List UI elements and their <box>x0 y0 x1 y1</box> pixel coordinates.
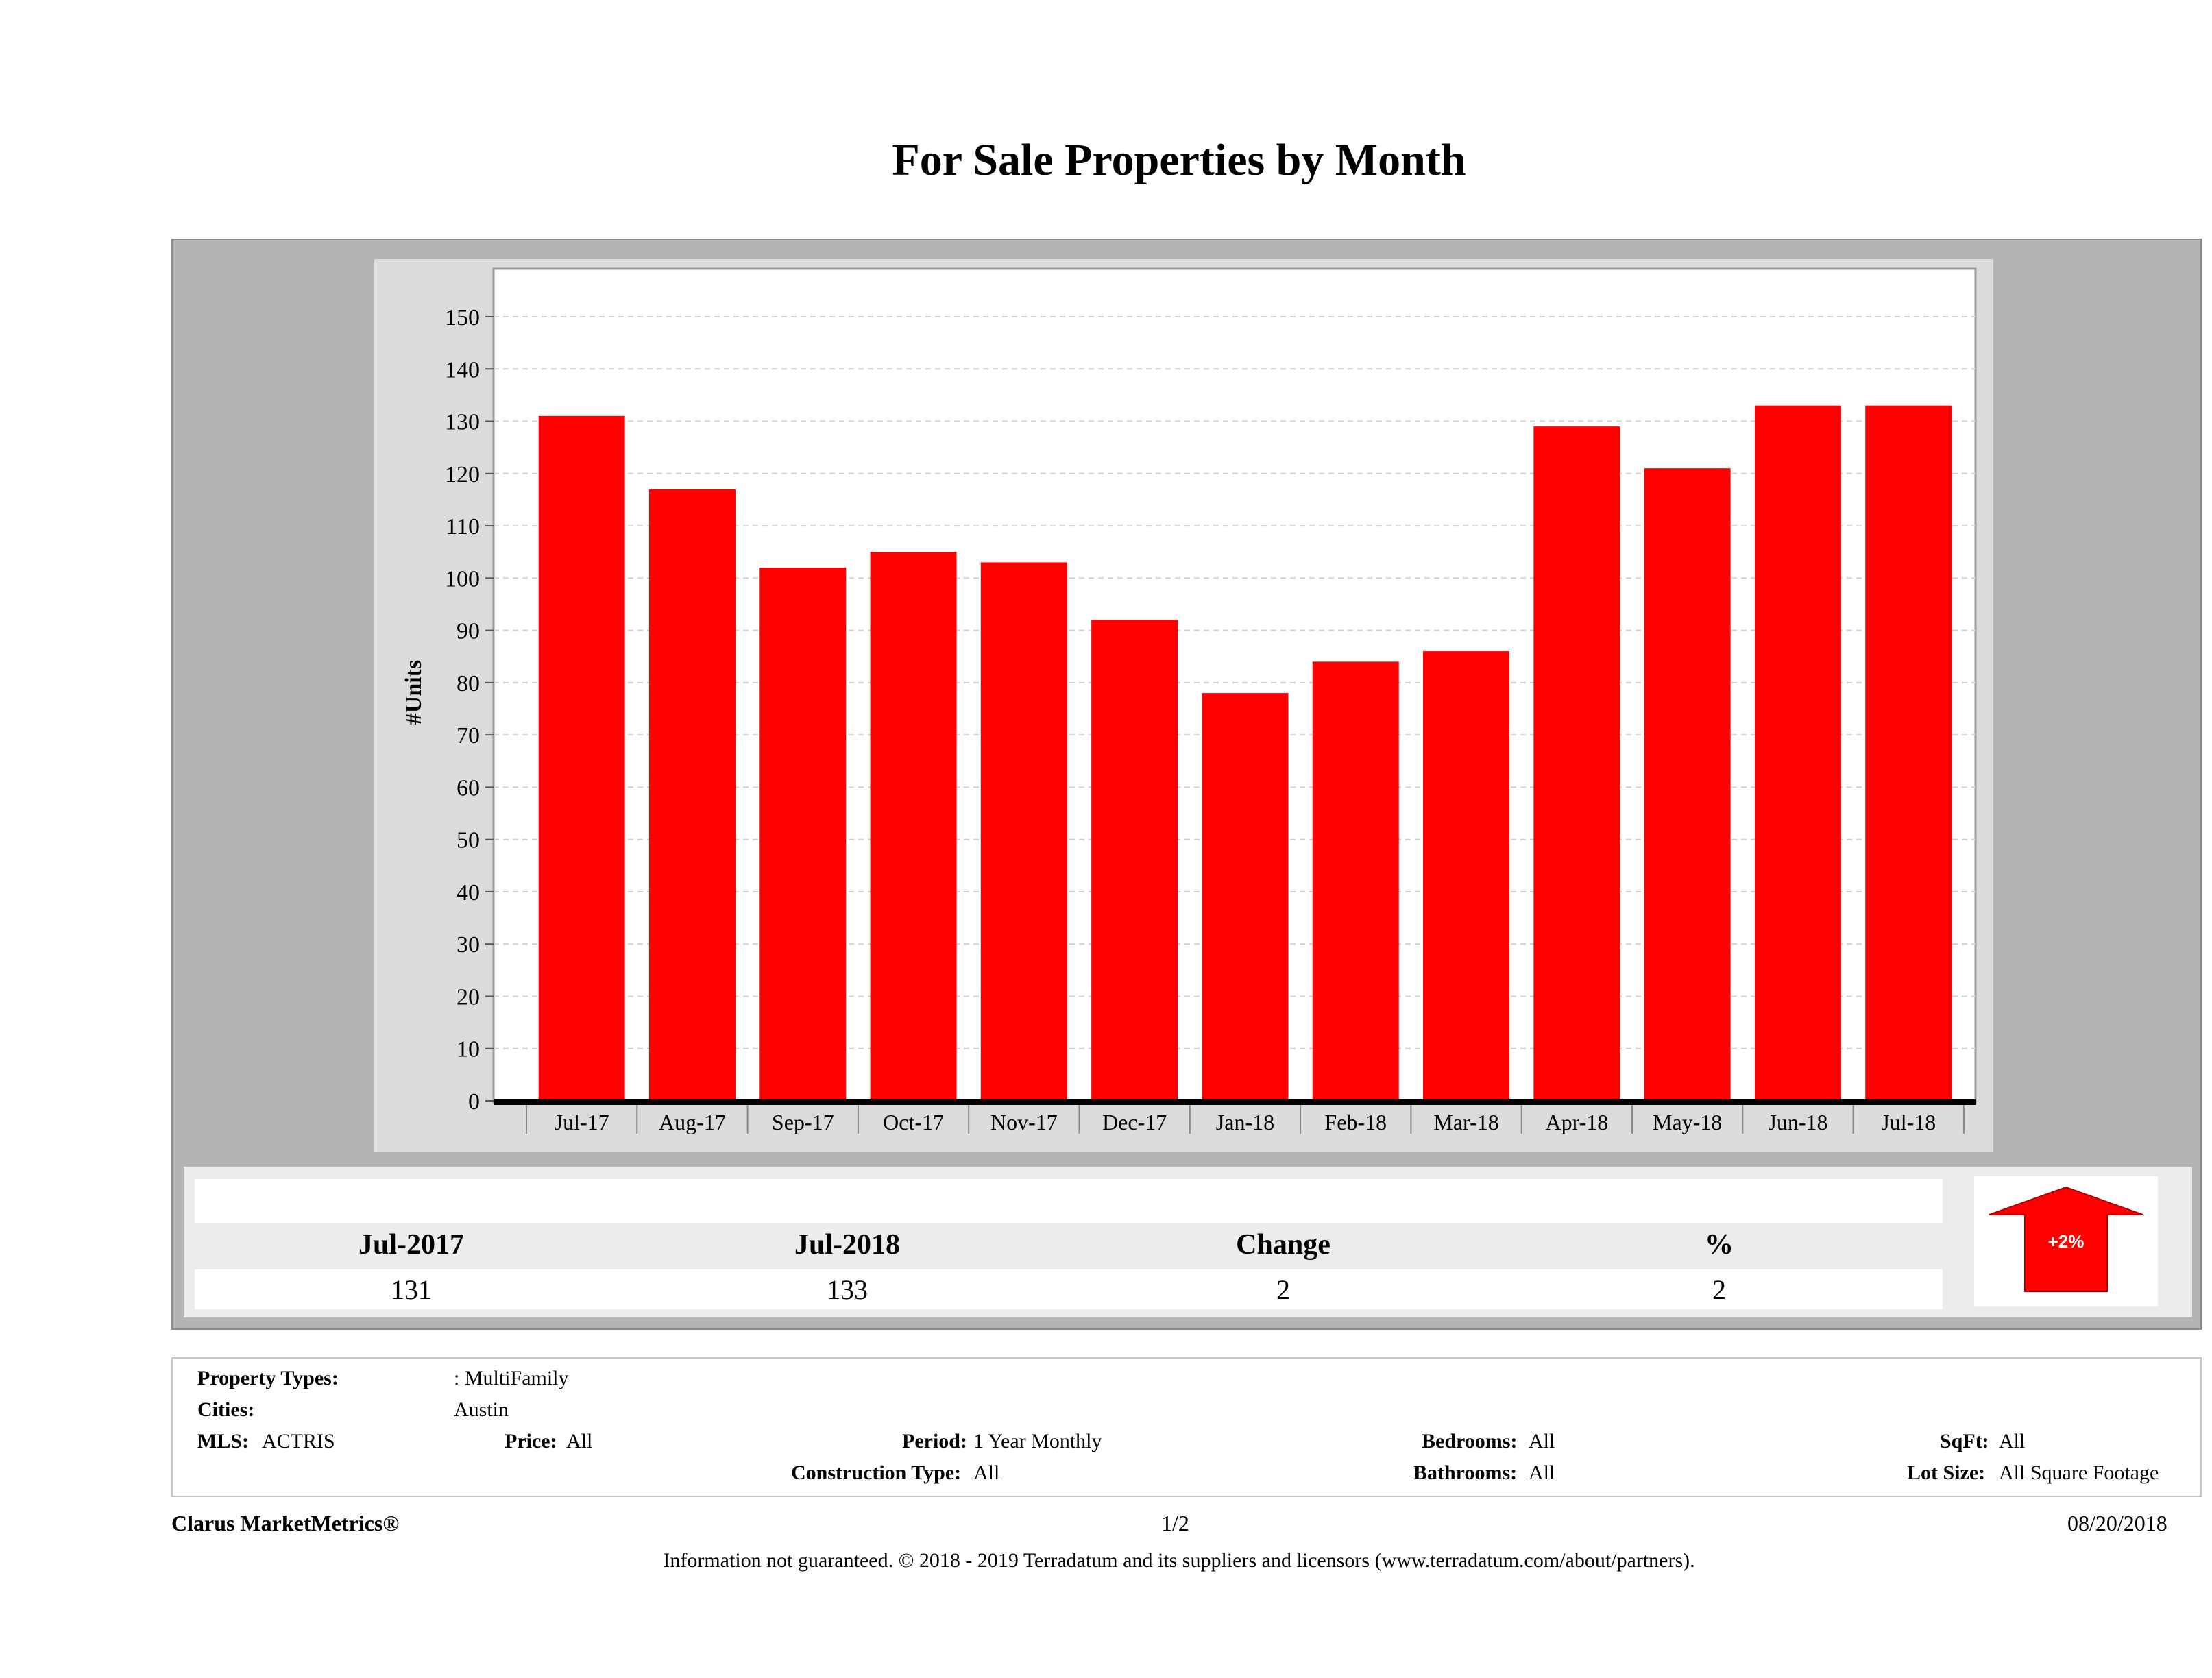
x-tick-label: Jul-17 <box>555 1110 609 1134</box>
y-tick-label: 120 <box>445 462 480 487</box>
mls-value: ACTRIS <box>262 1430 335 1452</box>
y-tick-label: 70 <box>457 723 480 749</box>
disclaimer: Information not guaranteed. © 2018 - 201… <box>663 1549 1695 1572</box>
bar <box>1091 620 1178 1101</box>
summary-values-band <box>195 1269 1943 1309</box>
x-tick-label: Jun-18 <box>1768 1110 1827 1134</box>
summary-value-change: 2 <box>1276 1274 1290 1305</box>
bar <box>870 552 957 1101</box>
bedrooms-value: All <box>1529 1430 1555 1452</box>
bar <box>1865 405 1952 1101</box>
lot-size-value: All Square Footage <box>1999 1461 2159 1484</box>
y-tick-label: 50 <box>457 828 480 853</box>
mls-label: MLS: <box>197 1430 249 1452</box>
bar <box>538 415 625 1101</box>
up-arrow-icon: +2% <box>1989 1186 2143 1292</box>
page-title: For Sale Properties by Month <box>892 135 1466 185</box>
y-tick-label: 110 <box>446 514 480 539</box>
cities-label: Cities: <box>197 1398 255 1421</box>
chart-area: 0 10 20 30 40 50 60 70 80 90 100 110 120 130 140 150 Jul… <box>374 259 1993 1152</box>
y-tick-label: 10 <box>457 1037 480 1062</box>
price-label: Price: <box>505 1430 557 1452</box>
y-tick-label: 30 <box>457 932 480 958</box>
summary-header-end: Jul-2018 <box>794 1229 900 1261</box>
filters-box: Property Types: : MultiFamily Cities: Au… <box>171 1357 2202 1497</box>
y-tick-label: 140 <box>445 357 480 382</box>
x-tick-label: May-18 <box>1653 1110 1722 1134</box>
x-tick-label: Oct-17 <box>883 1110 944 1134</box>
summary-header-start: Jul-2017 <box>358 1229 464 1261</box>
brand-name: Clarus MarketMetrics® <box>171 1511 400 1535</box>
x-tick-label: Mar-18 <box>1433 1110 1498 1134</box>
bar <box>1533 426 1620 1101</box>
bar <box>1754 405 1841 1101</box>
bedrooms-label: Bedrooms: <box>1422 1430 1518 1452</box>
bar <box>759 568 847 1101</box>
period-value: 1 Year Monthly <box>973 1430 1102 1452</box>
bar <box>1312 661 1399 1101</box>
y-tick-label: 80 <box>457 671 480 696</box>
bar <box>1202 693 1289 1101</box>
x-tick-label: Nov-17 <box>990 1110 1058 1134</box>
y-tick-label: 20 <box>457 984 480 1010</box>
bar <box>648 489 736 1101</box>
bar <box>1644 468 1731 1101</box>
summary-header-percent: % <box>1705 1229 1734 1261</box>
x-tick-label: Apr-18 <box>1545 1110 1608 1134</box>
summary-header-change: Change <box>1236 1229 1330 1261</box>
bar <box>980 562 1067 1101</box>
page-number: 1/2 <box>1161 1511 1189 1535</box>
bar <box>1423 651 1510 1101</box>
summary-table: Jul-2017 Jul-2018 Change % 131 133 2 2 <box>184 1167 2192 1317</box>
period-label: Period: <box>902 1430 967 1452</box>
x-tick-label: Dec-17 <box>1102 1110 1167 1134</box>
x-tick-label: Aug-17 <box>659 1110 726 1134</box>
cities-value: Austin <box>454 1398 509 1421</box>
y-axis-title: #Units <box>401 659 426 725</box>
report-date: 08/20/2018 <box>2067 1511 2167 1535</box>
x-tick-label: Feb-18 <box>1324 1110 1387 1134</box>
x-tick-label: Sep-17 <box>772 1110 834 1134</box>
y-tick-label: 100 <box>445 566 480 592</box>
y-tick-label: 0 <box>468 1089 480 1115</box>
sqft-value: All <box>1999 1430 2026 1452</box>
lot-size-label: Lot Size: <box>1907 1461 1986 1484</box>
y-tick-label: 150 <box>445 305 480 330</box>
summary-header-band <box>195 1179 1943 1223</box>
construction-type-label: Construction Type: <box>791 1461 962 1484</box>
summary-value-start: 131 <box>391 1274 432 1305</box>
change-badge-label: +2% <box>2048 1231 2085 1252</box>
bathrooms-value: All <box>1529 1461 1555 1484</box>
y-tick-label: 90 <box>457 619 480 644</box>
price-value: All <box>566 1430 593 1452</box>
y-tick-label: 130 <box>445 410 480 435</box>
y-tick-label: 40 <box>457 880 480 905</box>
x-tick-label: Jan-18 <box>1216 1110 1274 1134</box>
bar-chart: 0 10 20 30 40 50 60 70 80 90 100 110 120 130 140 150 Jul… <box>445 267 1977 1134</box>
summary-value-end: 133 <box>827 1274 868 1305</box>
property-types-label: Property Types: <box>197 1367 339 1389</box>
y-tick-label: 60 <box>457 775 480 801</box>
sqft-label: SqFt: <box>1940 1430 1989 1452</box>
bathrooms-label: Bathrooms: <box>1413 1461 1518 1484</box>
change-badge: +2% <box>1974 1176 2158 1306</box>
x-tick-label: Jul-18 <box>1881 1110 1936 1134</box>
construction-type-value: All <box>973 1461 1000 1484</box>
summary-value-percent: 2 <box>1712 1274 1726 1305</box>
property-types-value: : MultiFamily <box>454 1367 569 1389</box>
